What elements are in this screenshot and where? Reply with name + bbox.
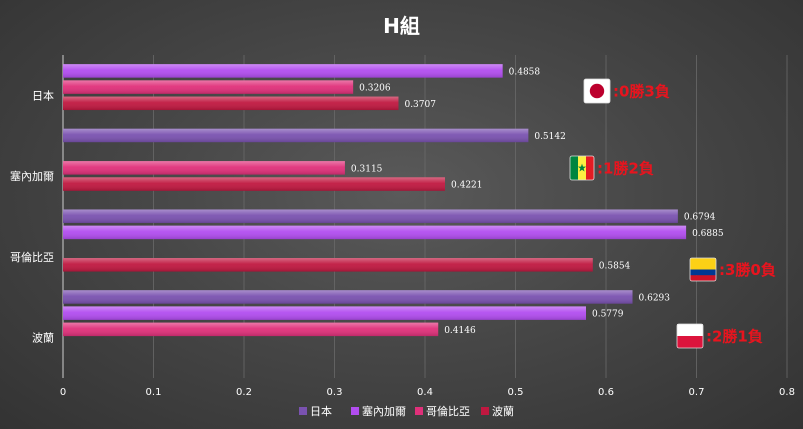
flag-stripe (690, 258, 716, 270)
bar-shine (63, 161, 345, 175)
record-label: :0勝3負 (613, 83, 670, 101)
data-label: 0.6794 (684, 213, 716, 223)
bar-shine (63, 209, 678, 223)
category-label: 塞內加爾 (10, 169, 54, 183)
data-label: 0.4221 (451, 181, 483, 191)
data-label: 0.4146 (444, 326, 476, 336)
x-tick-label: 0 (60, 387, 66, 398)
flag-stripe (690, 269, 716, 276)
category-label: 波蘭 (32, 332, 54, 345)
legend-swatch (481, 407, 489, 415)
data-label: 0.5854 (599, 261, 631, 271)
flag-star (577, 163, 587, 172)
chart-title: H組 (383, 14, 420, 38)
legend-item: 哥倫比亞 (415, 404, 470, 418)
legend-label: 塞內加爾 (362, 404, 406, 418)
x-tick-label: 0.7 (689, 387, 705, 398)
flag-disc (589, 83, 605, 99)
data-label: 0.5779 (592, 310, 624, 320)
x-tick-label: 0.8 (779, 387, 795, 398)
flag-stripe (570, 156, 578, 180)
category-label: 哥倫比亞 (10, 250, 54, 264)
flag-stripe (690, 275, 716, 281)
bar-shine (63, 258, 593, 272)
poland-flag-icon (676, 323, 704, 349)
colombia-flag-icon (689, 257, 717, 282)
flag-border (676, 323, 704, 349)
bar-shine (63, 177, 446, 191)
legend-swatch (351, 407, 359, 415)
legend-swatch (415, 407, 423, 415)
x-tick-label: 0.2 (236, 387, 252, 398)
data-label: 0.6885 (692, 229, 724, 239)
bar-shine (63, 128, 529, 143)
data-label: 0.6293 (639, 293, 671, 303)
legend-item: 塞內加爾 (351, 404, 406, 418)
x-tick-label: 0.1 (146, 387, 162, 398)
bar-shine (63, 64, 503, 78)
record-label: :3勝0負 (719, 261, 776, 279)
japan-flag-icon (583, 78, 611, 104)
category-label: 日本 (32, 88, 54, 102)
legend-item: 波蘭 (481, 405, 514, 418)
bar-shine (63, 96, 399, 111)
record-label: :1勝2負 (597, 160, 654, 178)
flag-border (689, 257, 717, 282)
legend-label: 日本 (310, 404, 332, 418)
x-tick-label: 0.3 (327, 387, 343, 398)
x-tick-label: 0.5 (508, 387, 524, 398)
data-label: 0.5142 (534, 132, 566, 142)
data-label: 0.3115 (351, 164, 383, 174)
flag-stripe (677, 336, 703, 348)
data-label: 0.3206 (359, 84, 391, 94)
legend-label: 哥倫比亞 (426, 404, 470, 418)
legend-swatch (299, 407, 307, 415)
bar-shine (63, 322, 439, 337)
bar-shine (63, 80, 354, 94)
flag-stripe (586, 156, 594, 180)
bar-shine (63, 306, 586, 320)
flag-border (583, 78, 611, 104)
data-label: 0.4858 (509, 67, 541, 77)
bar-shine (63, 290, 633, 304)
x-tick-label: 0.6 (598, 387, 614, 398)
flag-border (569, 155, 595, 181)
senegal-flag-icon (569, 155, 595, 181)
legend-label: 波蘭 (492, 405, 514, 418)
bar-shine (63, 225, 687, 240)
x-tick-label: 0.4 (417, 387, 433, 398)
flag-stripe (677, 324, 703, 336)
legend-item: 日本 (299, 404, 332, 418)
data-label: 0.3707 (404, 100, 436, 110)
record-label: :2勝1負 (706, 328, 763, 346)
